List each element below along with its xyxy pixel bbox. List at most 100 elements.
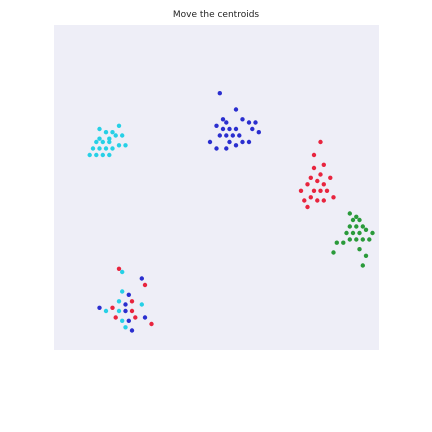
data-point bbox=[240, 117, 245, 122]
data-point bbox=[246, 120, 252, 125]
data-point bbox=[341, 240, 346, 245]
centroid-board[interactable] bbox=[54, 25, 379, 350]
data-point bbox=[227, 126, 232, 132]
data-point bbox=[354, 237, 359, 242]
data-point bbox=[311, 188, 317, 193]
data-point bbox=[233, 126, 239, 132]
data-point bbox=[142, 282, 148, 288]
data-point bbox=[350, 217, 356, 223]
data-point bbox=[107, 139, 112, 145]
data-point bbox=[344, 230, 349, 236]
data-point bbox=[347, 237, 352, 242]
data-point bbox=[107, 136, 112, 141]
data-point bbox=[120, 269, 125, 275]
data-point bbox=[298, 188, 304, 193]
data-point bbox=[324, 188, 330, 193]
data-point bbox=[230, 133, 235, 138]
data-point bbox=[318, 188, 323, 193]
data-point bbox=[110, 146, 115, 151]
data-point bbox=[350, 230, 356, 236]
data-point bbox=[308, 195, 313, 200]
data-point bbox=[107, 152, 112, 158]
data-point bbox=[363, 227, 369, 232]
points-layer bbox=[87, 91, 375, 333]
data-point bbox=[318, 172, 323, 177]
data-point bbox=[113, 133, 118, 138]
data-point bbox=[250, 126, 255, 132]
data-point bbox=[331, 195, 336, 200]
data-point bbox=[87, 152, 92, 158]
data-point bbox=[220, 126, 226, 132]
data-point bbox=[305, 182, 310, 187]
data-point bbox=[116, 308, 122, 314]
data-point bbox=[363, 253, 369, 258]
data-point bbox=[129, 328, 135, 333]
data-point bbox=[311, 165, 317, 171]
data-point bbox=[116, 143, 122, 148]
green-cluster bbox=[331, 211, 375, 268]
data-point bbox=[224, 146, 229, 151]
data-point bbox=[302, 198, 307, 203]
data-point bbox=[367, 237, 372, 242]
data-point bbox=[334, 240, 339, 245]
dark-red-cluster bbox=[298, 139, 336, 210]
data-point bbox=[126, 318, 131, 323]
data-point bbox=[149, 321, 154, 327]
data-point bbox=[129, 299, 135, 304]
data-point bbox=[94, 152, 99, 158]
data-point bbox=[123, 308, 128, 314]
data-point bbox=[227, 139, 232, 145]
data-point bbox=[217, 133, 222, 138]
data-point bbox=[97, 305, 102, 310]
data-point bbox=[347, 211, 352, 216]
data-point bbox=[321, 162, 326, 167]
data-point bbox=[354, 214, 359, 219]
data-point bbox=[123, 302, 128, 307]
data-point bbox=[207, 139, 213, 145]
data-point bbox=[220, 117, 226, 122]
data-point bbox=[90, 146, 96, 151]
data-point bbox=[318, 139, 323, 145]
data-point bbox=[103, 146, 109, 151]
data-point bbox=[214, 146, 219, 151]
data-point bbox=[142, 315, 148, 320]
data-point bbox=[133, 315, 138, 320]
data-point bbox=[100, 152, 105, 158]
data-point bbox=[360, 237, 365, 242]
data-point bbox=[120, 289, 125, 294]
data-point bbox=[123, 325, 128, 330]
data-point bbox=[139, 276, 144, 281]
data-point bbox=[240, 139, 245, 145]
data-point bbox=[308, 175, 313, 180]
data-point bbox=[256, 130, 261, 135]
data-point bbox=[113, 315, 118, 320]
data-point bbox=[233, 143, 239, 148]
data-point bbox=[360, 224, 365, 229]
data-point bbox=[360, 263, 365, 268]
data-point bbox=[139, 302, 144, 307]
data-point bbox=[328, 175, 333, 180]
data-point bbox=[224, 133, 229, 138]
data-point bbox=[237, 133, 242, 138]
data-point bbox=[116, 299, 122, 304]
data-point bbox=[120, 318, 125, 323]
data-point bbox=[126, 292, 131, 297]
data-point bbox=[311, 152, 317, 158]
data-point bbox=[246, 139, 252, 145]
data-point bbox=[315, 178, 320, 184]
data-point bbox=[97, 126, 102, 132]
lower-left-cluster bbox=[97, 266, 154, 333]
data-point bbox=[103, 130, 109, 135]
data-point bbox=[217, 91, 222, 96]
data-point bbox=[97, 136, 102, 141]
cyan-cluster bbox=[87, 123, 128, 158]
data-point bbox=[116, 123, 122, 128]
data-point bbox=[110, 305, 115, 310]
data-point bbox=[94, 139, 99, 145]
plot-area bbox=[54, 25, 379, 350]
data-point bbox=[253, 120, 258, 125]
data-point bbox=[233, 107, 239, 112]
data-point bbox=[305, 204, 310, 210]
data-point bbox=[120, 133, 125, 138]
data-point bbox=[321, 182, 326, 187]
